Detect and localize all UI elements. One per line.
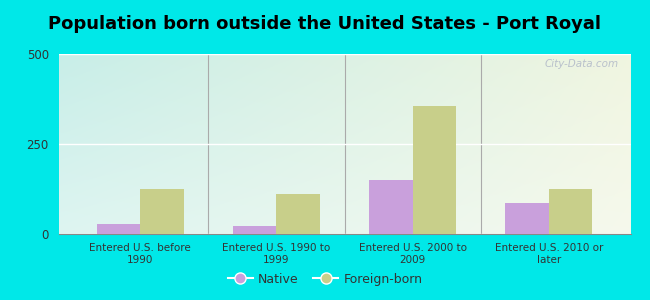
Bar (505, 203, 549, 234)
Bar (276, 194, 320, 234)
Legend: Native, Foreign-born: Native, Foreign-born (223, 268, 427, 291)
Text: City-Data.com: City-Data.com (545, 59, 619, 69)
Bar (233, 226, 276, 234)
Text: Population born outside the United States - Port Royal: Population born outside the United State… (49, 15, 601, 33)
Bar (549, 189, 592, 234)
Bar (413, 106, 456, 234)
Bar (140, 189, 184, 234)
Bar (369, 180, 413, 234)
Bar (97, 224, 140, 234)
